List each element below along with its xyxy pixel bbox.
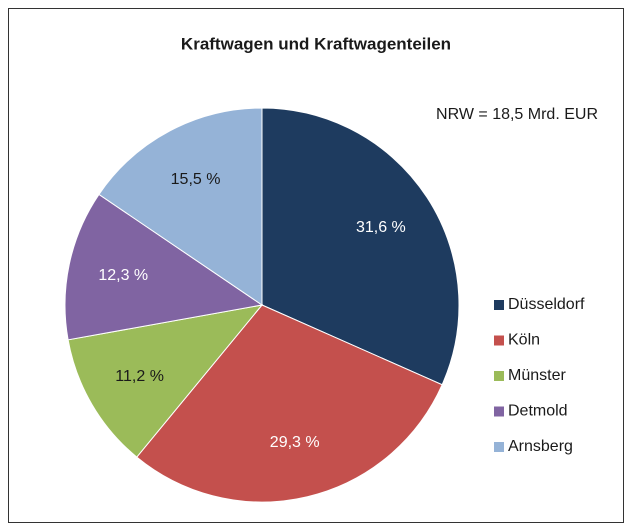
pie-slice [64,193,264,341]
data-label: 31,6 % [356,219,406,236]
legend-label: Münster [508,367,566,384]
pie-slice [136,304,443,503]
legend-swatch [494,442,504,452]
data-label: 15,5 % [171,171,221,188]
legend-label: Detmold [508,403,568,420]
pie-slice [261,107,460,386]
legend-label: Düsseldorf [508,296,585,313]
data-label: 12,3 % [98,267,148,284]
pie-slice [67,304,264,458]
legend-label: Arnsberg [508,438,573,455]
data-label: 11,2 % [115,368,164,385]
legend-swatch [494,335,504,346]
legend-label: Köln [508,332,540,349]
data-label: 29,3 % [270,434,320,451]
legend-swatch [494,371,504,381]
legend-swatch [494,300,504,310]
annotation: NRW = 18,5 Mrd. EUR [436,106,598,123]
chart-title: Kraftwagen und Kraftwagenteilen [181,34,451,53]
legend-swatch [494,406,504,417]
pie-slice [98,107,263,306]
